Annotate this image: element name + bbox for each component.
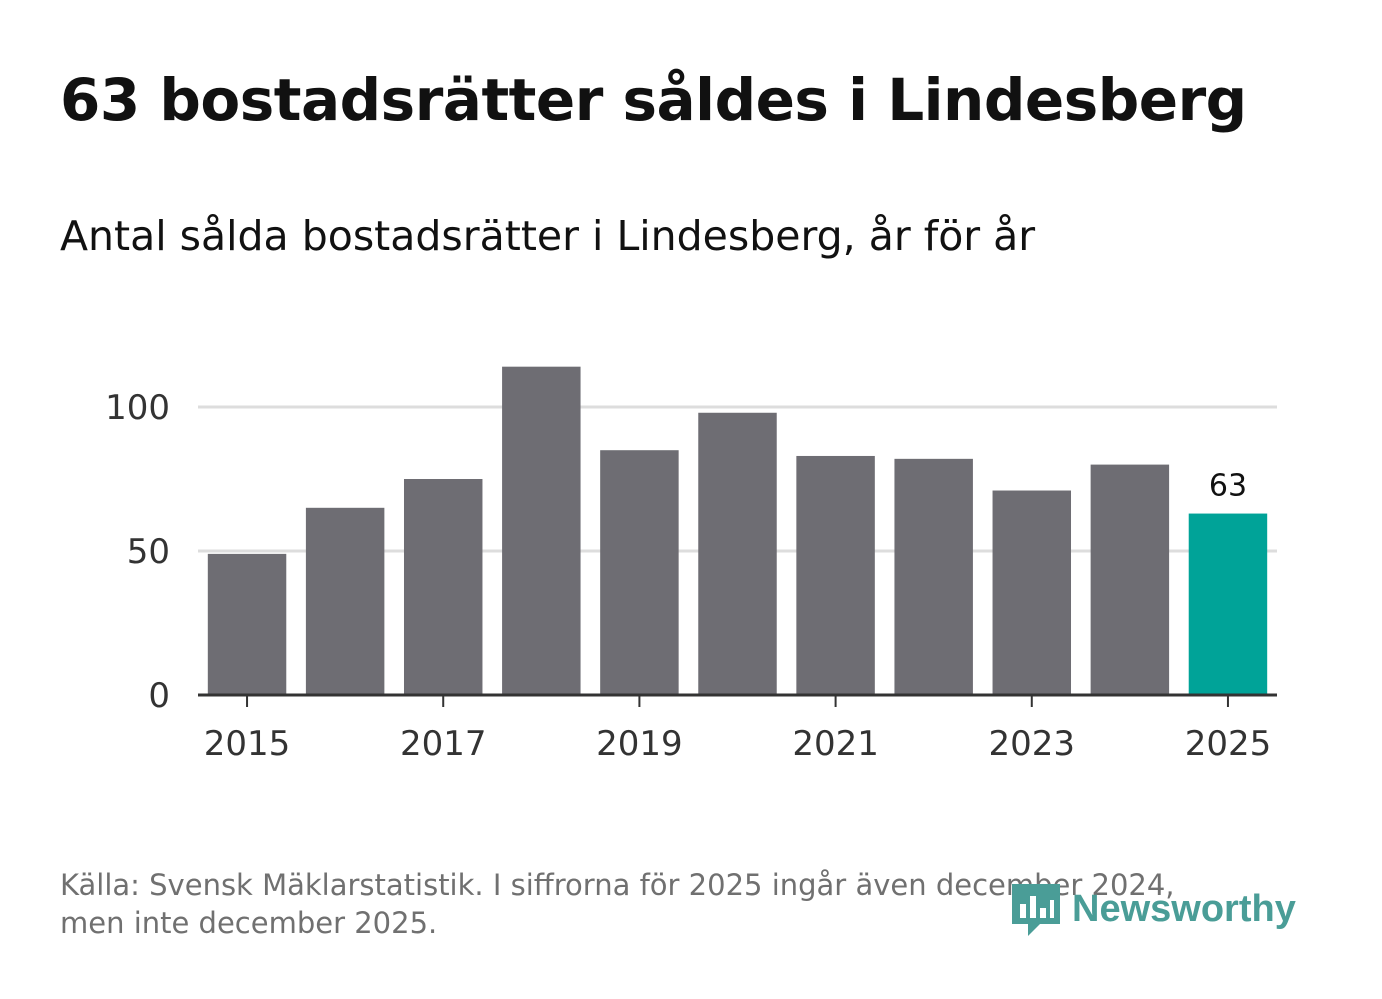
- bar-2021: [796, 455, 875, 695]
- y-tick-label-0: 0: [148, 676, 170, 716]
- x-tick-label-2019: 2019: [596, 724, 683, 764]
- x-tick-label-2023: 2023: [989, 724, 1076, 764]
- bars: [207, 366, 1268, 695]
- bar-2017: [403, 479, 483, 695]
- bar-2024: [1090, 464, 1170, 695]
- chart-subtitle: Antal sålda bostadsrätter i Lindesberg, …: [60, 212, 1036, 260]
- x-tick-label-2015: 2015: [204, 724, 291, 764]
- brand-name: Newsworthy: [1072, 887, 1296, 930]
- x-tick-label-2021: 2021: [792, 724, 879, 764]
- axes: [198, 693, 1277, 707]
- y-tick-label-50: 50: [127, 532, 170, 572]
- bar-2019: [600, 450, 679, 695]
- bar-2025: [1188, 513, 1268, 695]
- newsworthy-logo: Newsworthy: [1010, 880, 1296, 938]
- bar-2023: [992, 490, 1072, 695]
- bar-2016: [305, 507, 385, 695]
- y-tick-label-100: 100: [105, 388, 170, 428]
- bar-2020: [698, 412, 777, 695]
- source-note: Källa: Svensk Mäklarstatistik. I siffror…: [60, 866, 1260, 942]
- source-line-2: men inte december 2025.: [60, 906, 438, 940]
- bar-2018: [502, 366, 581, 695]
- labels: 0 50 100 63 2015 2017 2019 2021 2023 2025: [105, 388, 1271, 764]
- x-tick-label-2025: 2025: [1185, 724, 1272, 764]
- source-line-1: Källa: Svensk Mäklarstatistik. I siffror…: [60, 868, 1175, 902]
- data-label-2025: 63: [1209, 469, 1247, 504]
- bar-chart-icon: [1012, 884, 1060, 936]
- chart-title: 63 bostadsrätter såldes i Lindesberg: [60, 66, 1247, 134]
- bar-2022: [894, 458, 973, 695]
- bar-2015: [207, 553, 287, 695]
- x-tick-label-2017: 2017: [400, 724, 487, 764]
